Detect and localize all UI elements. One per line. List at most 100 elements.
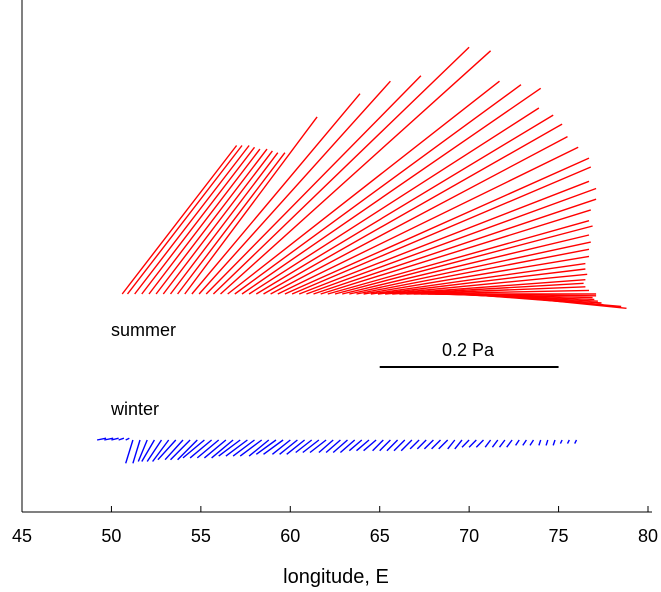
winter-vector [400, 439, 413, 452]
summer-vector [298, 180, 590, 295]
summer-vector [385, 273, 588, 295]
winter-vector [529, 439, 535, 446]
winter-vector [196, 439, 220, 459]
summer-vector [313, 198, 597, 295]
summer-vector [284, 157, 590, 295]
winter-vector [239, 439, 263, 457]
summer-vector [342, 234, 590, 295]
summer-vector [184, 116, 318, 295]
winter-vector [286, 439, 306, 455]
x-ticks: 45 50 55 60 65 70 75 80 [12, 506, 658, 546]
winter-vector [232, 439, 255, 457]
x-tick-label: 45 [12, 526, 32, 546]
summer-label: summer [111, 320, 176, 340]
winter-vector [125, 439, 134, 464]
summer-vector [248, 107, 540, 295]
summer-vector [370, 262, 586, 295]
winter-vector [309, 439, 327, 454]
winter-vector [189, 439, 213, 459]
winter-vector [506, 439, 513, 448]
summer-vector [162, 150, 273, 295]
winter-vector [339, 439, 356, 454]
x-tick-label: 70 [459, 526, 479, 546]
winter-vector [137, 439, 148, 462]
winter-vector [152, 439, 170, 462]
summer-vector [392, 279, 586, 295]
x-tick-label: 60 [280, 526, 300, 546]
summer-vector [155, 148, 268, 295]
winter-vector [118, 437, 125, 441]
summer-vector [234, 84, 522, 295]
winter-vector [491, 439, 499, 448]
winter-vector [363, 439, 377, 452]
summer-vector [349, 241, 591, 295]
summer-vector [363, 255, 590, 295]
summer-vector [227, 80, 500, 295]
summer-vector [255, 114, 554, 295]
summer-vector [121, 145, 238, 295]
winter-vector [318, 439, 334, 454]
x-tick-label: 55 [191, 526, 211, 546]
winter-vector [372, 439, 384, 452]
summer-vector [277, 146, 579, 295]
summer-vector [270, 135, 568, 295]
winter-vector [279, 439, 298, 455]
summer-vector [485, 293, 627, 309]
summer-vector [377, 268, 586, 295]
scale-label: 0.2 Pa [442, 340, 495, 360]
winter-vector [302, 439, 320, 454]
winter-vector [559, 439, 563, 444]
winter-vector [157, 439, 177, 461]
winter-vector [182, 439, 205, 459]
winter-vector [545, 439, 549, 446]
winter-vector [255, 439, 277, 455]
summer-vector [126, 145, 243, 295]
winter-vector [225, 439, 248, 457]
summer-vector [169, 152, 279, 295]
summer-vector [134, 145, 250, 295]
winter-vector [431, 439, 441, 450]
summer-vector [241, 87, 542, 295]
winter-vector [146, 439, 163, 462]
winter-vector [484, 439, 492, 448]
winter-vector [461, 439, 470, 448]
winter-vector [111, 437, 119, 441]
winter-vector [522, 439, 527, 446]
summer-vector [356, 248, 590, 295]
summer-vector [327, 220, 590, 295]
winter-vector [332, 439, 348, 454]
winter-vector [515, 439, 520, 446]
summer-vector [399, 282, 584, 295]
winter-vector [132, 439, 141, 464]
winter-vector [141, 439, 156, 462]
winter-vector [164, 439, 184, 461]
winter-vector [348, 439, 363, 452]
winter-label: winter [110, 399, 159, 419]
winter-vector [552, 439, 556, 446]
winter-vector [416, 439, 427, 450]
winter-vector [379, 439, 391, 452]
winter-vector [454, 439, 463, 450]
winter-vector [218, 439, 241, 457]
summer-vector [205, 75, 422, 295]
winter-vector [104, 437, 114, 441]
winter-vector [393, 439, 406, 452]
x-tick-label: 65 [370, 526, 390, 546]
winter-vector [248, 439, 270, 457]
winter-vector [438, 439, 449, 450]
winter-vector [295, 439, 313, 454]
winter-vector [271, 439, 291, 455]
summer-vector [263, 123, 563, 295]
winter-vector [203, 439, 227, 459]
winter-vector [423, 439, 434, 450]
summer-vector [306, 187, 597, 295]
summer-vector [148, 148, 261, 295]
summer-vector [406, 286, 586, 295]
winter-vector [498, 439, 506, 448]
winter-vector [386, 439, 399, 452]
summer-vector [291, 166, 592, 295]
summer-vector [334, 225, 593, 295]
winter-vector [211, 439, 234, 459]
winter-vector [475, 439, 484, 448]
